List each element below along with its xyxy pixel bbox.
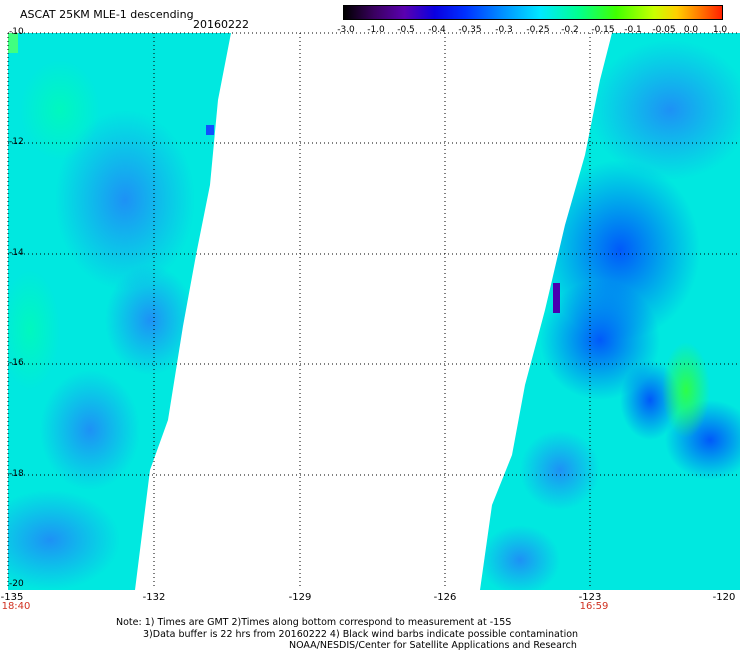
- colorbar-tick: 1.0: [712, 25, 728, 35]
- colorbar-tick: -0.15: [591, 25, 615, 35]
- map-date: 20160222: [193, 18, 249, 31]
- latitude-label: -20: [9, 579, 24, 589]
- colorbar-tick: -0.25: [526, 25, 550, 35]
- latitude-label: -10: [9, 27, 24, 37]
- colorbar-tick: -0.3: [495, 25, 513, 35]
- map-title: ASCAT 25KM MLE-1 descending: [20, 8, 194, 21]
- longitude-label: -120: [712, 592, 736, 603]
- longitude-label: -129: [288, 592, 312, 603]
- colorbar-tick: -0.35: [458, 25, 482, 35]
- footnote: Note: 1) Times are GMT 2)Times along bot…: [116, 617, 578, 652]
- colorbar-tick: 0.0: [683, 25, 699, 35]
- colorbar-tick: -0.2: [561, 25, 579, 35]
- colorbar: [343, 5, 723, 20]
- footnote-line-2: 3)Data buffer is 22 hrs from 20160222 4)…: [143, 628, 579, 640]
- longitude-label: -135: [0, 592, 24, 603]
- colorbar-tick: -0.4: [428, 25, 446, 35]
- latitude-label: -18: [9, 469, 24, 479]
- longitude-label: -123: [578, 592, 602, 603]
- colorbar-tick: -0.5: [397, 25, 415, 35]
- swath-time-left: 18:40: [1, 601, 31, 612]
- longitude-label: -126: [433, 592, 457, 603]
- longitude-label: -132: [142, 592, 166, 603]
- colorbar-tick: -1.0: [367, 25, 385, 35]
- latitude-label: -16: [9, 358, 24, 368]
- latitude-label: -12: [9, 137, 24, 147]
- colorbar-tick: -0.05: [652, 25, 676, 35]
- latitude-label: -14: [9, 248, 24, 258]
- swath-time-right: 16:59: [579, 601, 609, 612]
- colorbar-tick: -3.0: [337, 25, 355, 35]
- left-swath: [8, 33, 231, 590]
- colorbar-tick: -0.1: [624, 25, 642, 35]
- footnote-line-1: Note: 1) Times are GMT 2)Times along bot…: [116, 617, 512, 628]
- grid-lines: [8, 32, 740, 588]
- footnote-line-3: NOAA/NESDIS/Center for Satellite Applica…: [289, 640, 577, 651]
- right-swath: [480, 33, 740, 590]
